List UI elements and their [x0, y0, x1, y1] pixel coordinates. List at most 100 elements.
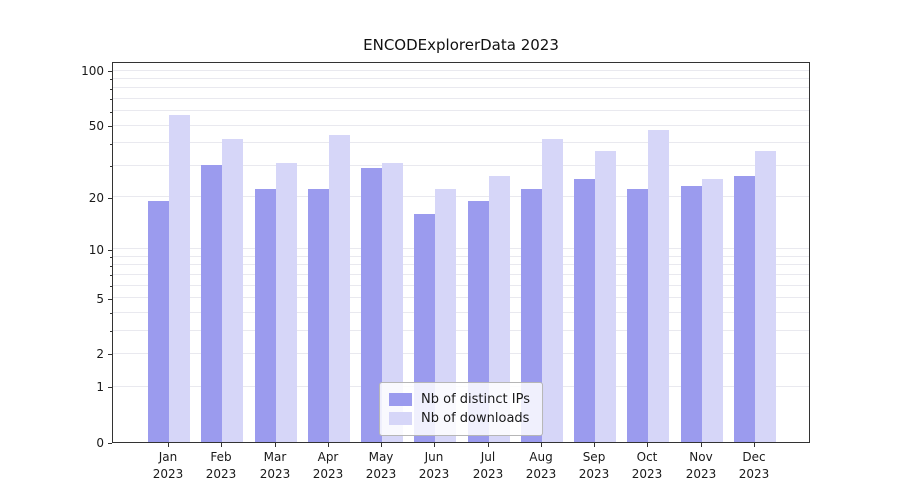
bar-nb-of-distinct-ips [308, 189, 329, 442]
x-tick-mark [701, 443, 702, 447]
bar-nb-of-distinct-ips [521, 189, 542, 442]
bar-nb-of-downloads [542, 138, 563, 442]
bar-nb-of-distinct-ips [361, 167, 382, 442]
y-tick-label: 10 [88, 243, 104, 257]
bar-nb-of-distinct-ips [734, 176, 755, 442]
gridline [113, 124, 809, 126]
y-tick-mark [108, 387, 112, 388]
x-tick-label: May 2023 [351, 449, 411, 483]
x-tick-mark [541, 443, 542, 447]
x-tick-label: Jun 2023 [404, 449, 464, 483]
y-minor-tick-mark [110, 266, 112, 267]
legend-swatch [389, 412, 413, 425]
y-tick-label: 100 [81, 64, 104, 78]
x-tick-mark [221, 443, 222, 447]
gridline [113, 329, 809, 331]
legend-label: Nb of distinct IPs [421, 392, 530, 407]
y-tick-mark [108, 443, 112, 444]
x-tick-label: Dec 2023 [724, 449, 784, 483]
x-tick-label: Jul 2023 [458, 449, 518, 483]
gridline [113, 164, 809, 166]
y-tick-mark [108, 71, 112, 72]
bar-nb-of-downloads [702, 179, 723, 442]
x-tick-mark [488, 443, 489, 447]
gridline [113, 248, 809, 250]
gridline [113, 110, 809, 112]
x-tick-label: Feb 2023 [191, 449, 251, 483]
x-tick-year: 2023 [685, 467, 717, 481]
x-tick-year: 2023 [205, 467, 237, 481]
gridline [113, 273, 809, 275]
gridline [113, 77, 809, 79]
y-minor-tick-mark [110, 257, 112, 258]
legend-swatch [389, 393, 413, 406]
legend-item: Nb of downloads [389, 411, 530, 426]
x-tick-year: 2023 [525, 467, 557, 481]
bar-nb-of-distinct-ips [148, 200, 169, 442]
y-minor-tick-mark [110, 331, 112, 332]
bar-nb-of-downloads [755, 151, 776, 442]
legend: Nb of distinct IPs Nb of downloads [379, 382, 543, 436]
bar-nb-of-distinct-ips [681, 185, 702, 442]
bar-nb-of-downloads [222, 138, 243, 442]
bar-nb-of-distinct-ips [574, 179, 595, 442]
x-tick-year: 2023 [578, 467, 610, 481]
gridline [113, 142, 809, 144]
y-tick-label: 2 [96, 347, 104, 361]
y-minor-tick-mark [110, 99, 112, 100]
x-tick-year: 2023 [259, 467, 291, 481]
x-tick-label: Oct 2023 [617, 449, 677, 483]
gridline [113, 69, 809, 71]
chart-title: ENCODExplorerData 2023 [363, 36, 559, 54]
bar-nb-of-downloads [489, 176, 510, 442]
x-tick-mark [594, 443, 595, 447]
bar-nb-of-downloads [435, 189, 456, 442]
x-tick-mark [647, 443, 648, 447]
legend-item: Nb of distinct IPs [389, 392, 530, 407]
x-tick-year: 2023 [472, 467, 504, 481]
bar-nb-of-downloads [276, 162, 297, 442]
y-tick-mark [108, 250, 112, 251]
x-tick-mark [168, 443, 169, 447]
bar-nb-of-downloads [648, 130, 669, 442]
y-minor-tick-mark [110, 89, 112, 90]
x-tick-mark [275, 443, 276, 447]
y-tick-label: 1 [96, 380, 104, 394]
y-tick-mark [108, 198, 112, 199]
gridline [113, 255, 809, 257]
x-tick-mark [754, 443, 755, 447]
x-tick-mark [434, 443, 435, 447]
gridline [113, 264, 809, 266]
bar-nb-of-distinct-ips [627, 189, 648, 442]
x-tick-label: Mar 2023 [245, 449, 305, 483]
x-tick-label: Apr 2023 [298, 449, 358, 483]
y-minor-tick-mark [110, 79, 112, 80]
plot-area: Nb of distinct IPs Nb of downloads [112, 62, 810, 443]
y-minor-tick-mark [110, 112, 112, 113]
x-tick-year: 2023 [631, 467, 663, 481]
bar-nb-of-distinct-ips [468, 200, 489, 442]
y-tick-mark [108, 126, 112, 127]
y-minor-tick-mark [110, 286, 112, 287]
bar-nb-of-downloads [329, 135, 350, 442]
x-tick-label: Aug 2023 [511, 449, 571, 483]
bar-nb-of-downloads [382, 162, 403, 442]
gridline [113, 297, 809, 299]
x-tick-label: Jan 2023 [138, 449, 198, 483]
y-minor-tick-mark [110, 144, 112, 145]
y-minor-tick-mark [110, 275, 112, 276]
y-minor-tick-mark [110, 313, 112, 314]
x-tick-year: 2023 [365, 467, 397, 481]
y-tick-label: 50 [88, 119, 104, 133]
x-tick-year: 2023 [418, 467, 450, 481]
x-tick-year: 2023 [312, 467, 344, 481]
y-tick-label: 5 [96, 292, 104, 306]
y-minor-tick-mark [110, 166, 112, 167]
gridline [113, 352, 809, 354]
gridline [113, 284, 809, 286]
y-tick-mark [108, 354, 112, 355]
gridline [113, 311, 809, 313]
x-tick-mark [328, 443, 329, 447]
gridline [113, 196, 809, 198]
